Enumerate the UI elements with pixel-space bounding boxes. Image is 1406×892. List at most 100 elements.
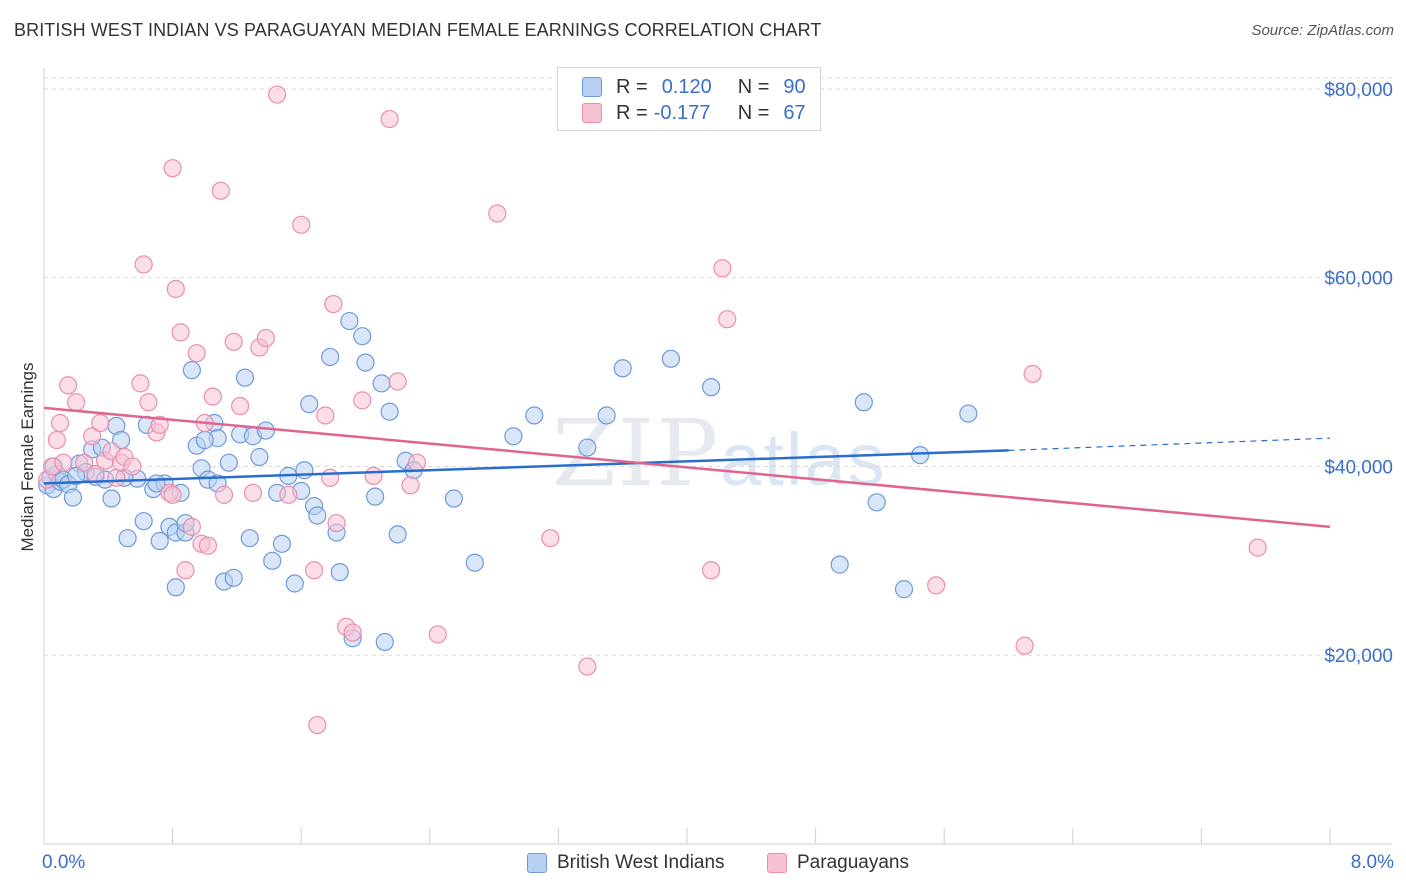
paraguayans-point	[224, 332, 243, 351]
pink-swatch	[582, 103, 602, 123]
british-west-indians-point	[465, 553, 484, 572]
paraguayans-point	[243, 483, 263, 502]
paraguayans-point	[927, 576, 946, 595]
british-west-indians-point	[894, 580, 914, 599]
paraguayans-point	[163, 159, 182, 178]
paraguayans-point	[541, 529, 560, 548]
paraguayans-point	[713, 259, 732, 278]
paraguayans-point	[353, 391, 372, 410]
paraguayans-point	[150, 415, 169, 435]
british-west-indians-point	[388, 525, 407, 544]
british-west-indians-point	[272, 534, 292, 553]
british-west-indians-point	[219, 453, 238, 472]
british-west-indians-point	[353, 327, 372, 346]
british-west-indians-point	[295, 461, 314, 480]
legend-label: British West Indians	[557, 852, 725, 873]
paraguayans-point	[718, 310, 737, 329]
paraguayans-point	[131, 374, 150, 393]
british-west-indians-point	[375, 632, 394, 652]
paraguayans-point	[107, 468, 126, 487]
paraguayans-point	[134, 255, 153, 274]
british-west-indians-point	[256, 421, 275, 440]
british-west-indians-point	[300, 395, 319, 414]
british-west-indians-point	[250, 447, 269, 467]
legend-label: Paraguayans	[797, 852, 909, 873]
paraguayans-point	[198, 536, 218, 555]
british-west-indians-trend-extension	[1008, 437, 1331, 451]
british-west-indians-point	[182, 361, 201, 380]
paraguayans-point	[47, 430, 66, 450]
paraguayans-point	[1248, 538, 1267, 557]
n-label: N =	[737, 101, 770, 124]
n-value: 90	[783, 75, 806, 98]
paraguayans-point	[54, 453, 73, 472]
legend-item-british-west-indians[interactable]: British West Indians	[527, 852, 725, 874]
paraguayans-point	[256, 328, 275, 348]
british-west-indians-point	[321, 347, 340, 367]
british-west-indians-point	[578, 438, 597, 457]
paraguayans-point	[488, 204, 507, 223]
british-west-indians-point	[525, 406, 544, 425]
british-west-indians-point	[102, 489, 121, 508]
y-tick-label: $60,000	[1324, 269, 1393, 290]
british-west-indians-point	[597, 406, 616, 425]
pink-swatch	[767, 853, 787, 873]
paraguayans-point	[171, 323, 190, 342]
y-tick-label: $80,000	[1324, 80, 1393, 101]
paraguayans-point	[123, 457, 142, 476]
paraguayans-point	[304, 561, 324, 580]
british-west-indians-point	[444, 489, 464, 508]
british-west-indians-point	[150, 531, 169, 551]
paraguayans-point	[702, 561, 721, 580]
r-label: R =	[616, 101, 648, 124]
british-west-indians-point	[330, 563, 349, 582]
british-west-indians-point	[308, 506, 327, 525]
paraguayans-point	[214, 485, 234, 504]
british-west-indians-point	[366, 487, 385, 506]
r-label: R =	[616, 75, 648, 98]
british-west-indians-point	[224, 568, 243, 587]
paraguayans-trend-line	[43, 406, 1331, 529]
paraguayans-point	[327, 513, 346, 533]
british-west-indians-point	[63, 488, 83, 507]
y-axis-title: Median Female Earnings	[18, 363, 37, 552]
paraguayans-point	[279, 485, 298, 504]
paraguayans-point	[75, 453, 94, 472]
british-west-indians-point	[67, 466, 86, 485]
british-west-indians-point	[340, 311, 359, 331]
paraguayans-point	[324, 294, 343, 314]
british-west-indians-point	[240, 529, 259, 548]
paraguayans-point	[308, 715, 327, 735]
british-west-indians-point	[959, 404, 978, 423]
paraguayans-point	[364, 466, 383, 485]
british-west-indians-point	[285, 574, 304, 593]
paraguayans-point	[182, 517, 201, 536]
paraguayans-point	[211, 181, 230, 200]
stats-legend: R = 0.120 N = 90 R = -0.177 N = 67	[557, 67, 821, 131]
british-west-indians-point	[910, 446, 930, 465]
paraguayans-point	[187, 344, 206, 363]
paraguayans-point	[203, 387, 222, 406]
n-label: N =	[737, 75, 770, 98]
british-west-indians-point	[504, 427, 523, 446]
y-tick-label: $40,000	[1324, 457, 1393, 478]
stats-legend-row-pink: R = -0.177 N = 67	[582, 101, 806, 125]
r-value: 0.120	[661, 75, 712, 98]
british-west-indians-point	[661, 349, 681, 368]
legend-item-paraguayans[interactable]: Paraguayans	[767, 852, 909, 874]
british-west-indians-point	[702, 378, 721, 397]
british-west-indians-point	[134, 512, 153, 531]
british-west-indians-point	[380, 402, 399, 421]
series-legend: British West Indians Paraguayans	[0, 852, 1406, 878]
paraguayans-point	[388, 372, 407, 391]
paraguayans-point	[321, 468, 340, 487]
paraguayans-point	[1015, 636, 1034, 655]
british-west-indians-point	[854, 393, 873, 412]
chart-title: BRITISH WEST INDIAN VS PARAGUAYAN MEDIAN…	[14, 20, 822, 40]
x-tick-label-max: 8.0%	[1350, 852, 1394, 873]
stats-legend-row-blue: R = 0.120 N = 90	[582, 75, 806, 99]
paraguayans-point	[176, 561, 195, 580]
paraguayans-point	[428, 625, 447, 644]
british-west-indians-trend-line	[43, 449, 1009, 485]
